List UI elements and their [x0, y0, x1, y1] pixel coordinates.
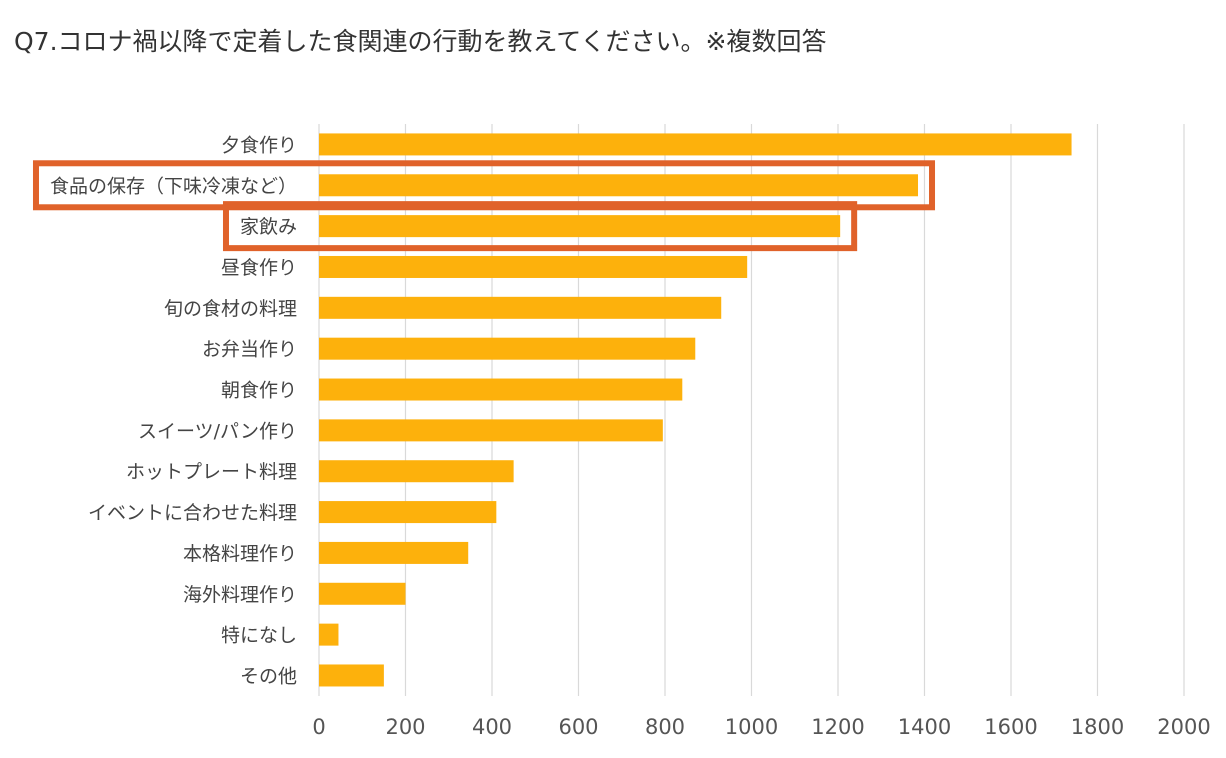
- highlight-box: [32, 160, 936, 211]
- bar: [319, 664, 384, 687]
- bar: [319, 255, 748, 278]
- category-label: お弁当作り: [202, 339, 297, 361]
- bar: [319, 541, 469, 564]
- bar: [319, 419, 663, 442]
- chart-title: Q7.コロナ禍以降で定着した食関連の行動を教えてください。※複数回答: [14, 27, 827, 56]
- category-label: 夕食作り: [221, 134, 297, 156]
- bars: [319, 133, 1072, 687]
- category-label: イベントに合わせた料理: [88, 502, 297, 524]
- category-label: 朝食作り: [221, 380, 297, 402]
- bar: [319, 337, 696, 360]
- bar: [319, 296, 722, 319]
- x-tick-label: 200: [385, 715, 425, 739]
- x-tick-label: 600: [558, 715, 598, 739]
- x-tick-label: 1000: [725, 715, 778, 739]
- category-label: 旬の食材の料理: [164, 298, 297, 320]
- highlight-boxes: [32, 160, 936, 252]
- x-tick-label: 2000: [1157, 715, 1210, 739]
- x-tick-label: 400: [472, 715, 512, 739]
- bar: [319, 623, 339, 646]
- category-label: 昼食作り: [221, 257, 297, 279]
- category-label: ホットプレート料理: [126, 461, 297, 483]
- bar: [319, 133, 1072, 156]
- bar: [319, 460, 514, 483]
- category-label: スイーツ/パン作り: [138, 420, 297, 442]
- x-tick-label: 800: [645, 715, 685, 739]
- category-label: 家飲み: [240, 216, 297, 238]
- category-label: 本格料理作り: [183, 543, 297, 565]
- category-label: 食品の保存（下味冷凍など）: [50, 175, 297, 197]
- x-tick-label: 1400: [898, 715, 951, 739]
- bar: [319, 501, 497, 524]
- bar: [319, 582, 406, 605]
- category-label: その他: [240, 665, 297, 687]
- x-tick-label: 1800: [1071, 715, 1124, 739]
- x-axis-ticks: 0 200 400 600 800 1000 1200 1400 1600 1800 2000: [312, 715, 1210, 739]
- x-tick-label: 1600: [984, 715, 1037, 739]
- bar: [319, 215, 841, 238]
- x-tick-label: 0: [312, 715, 325, 739]
- bar: [319, 378, 683, 401]
- category-label: 海外料理作り: [183, 584, 297, 606]
- category-label: 特になし: [221, 625, 297, 647]
- highlight-box: [222, 201, 858, 252]
- x-tick-label: 1200: [811, 715, 864, 739]
- bar: [319, 174, 919, 197]
